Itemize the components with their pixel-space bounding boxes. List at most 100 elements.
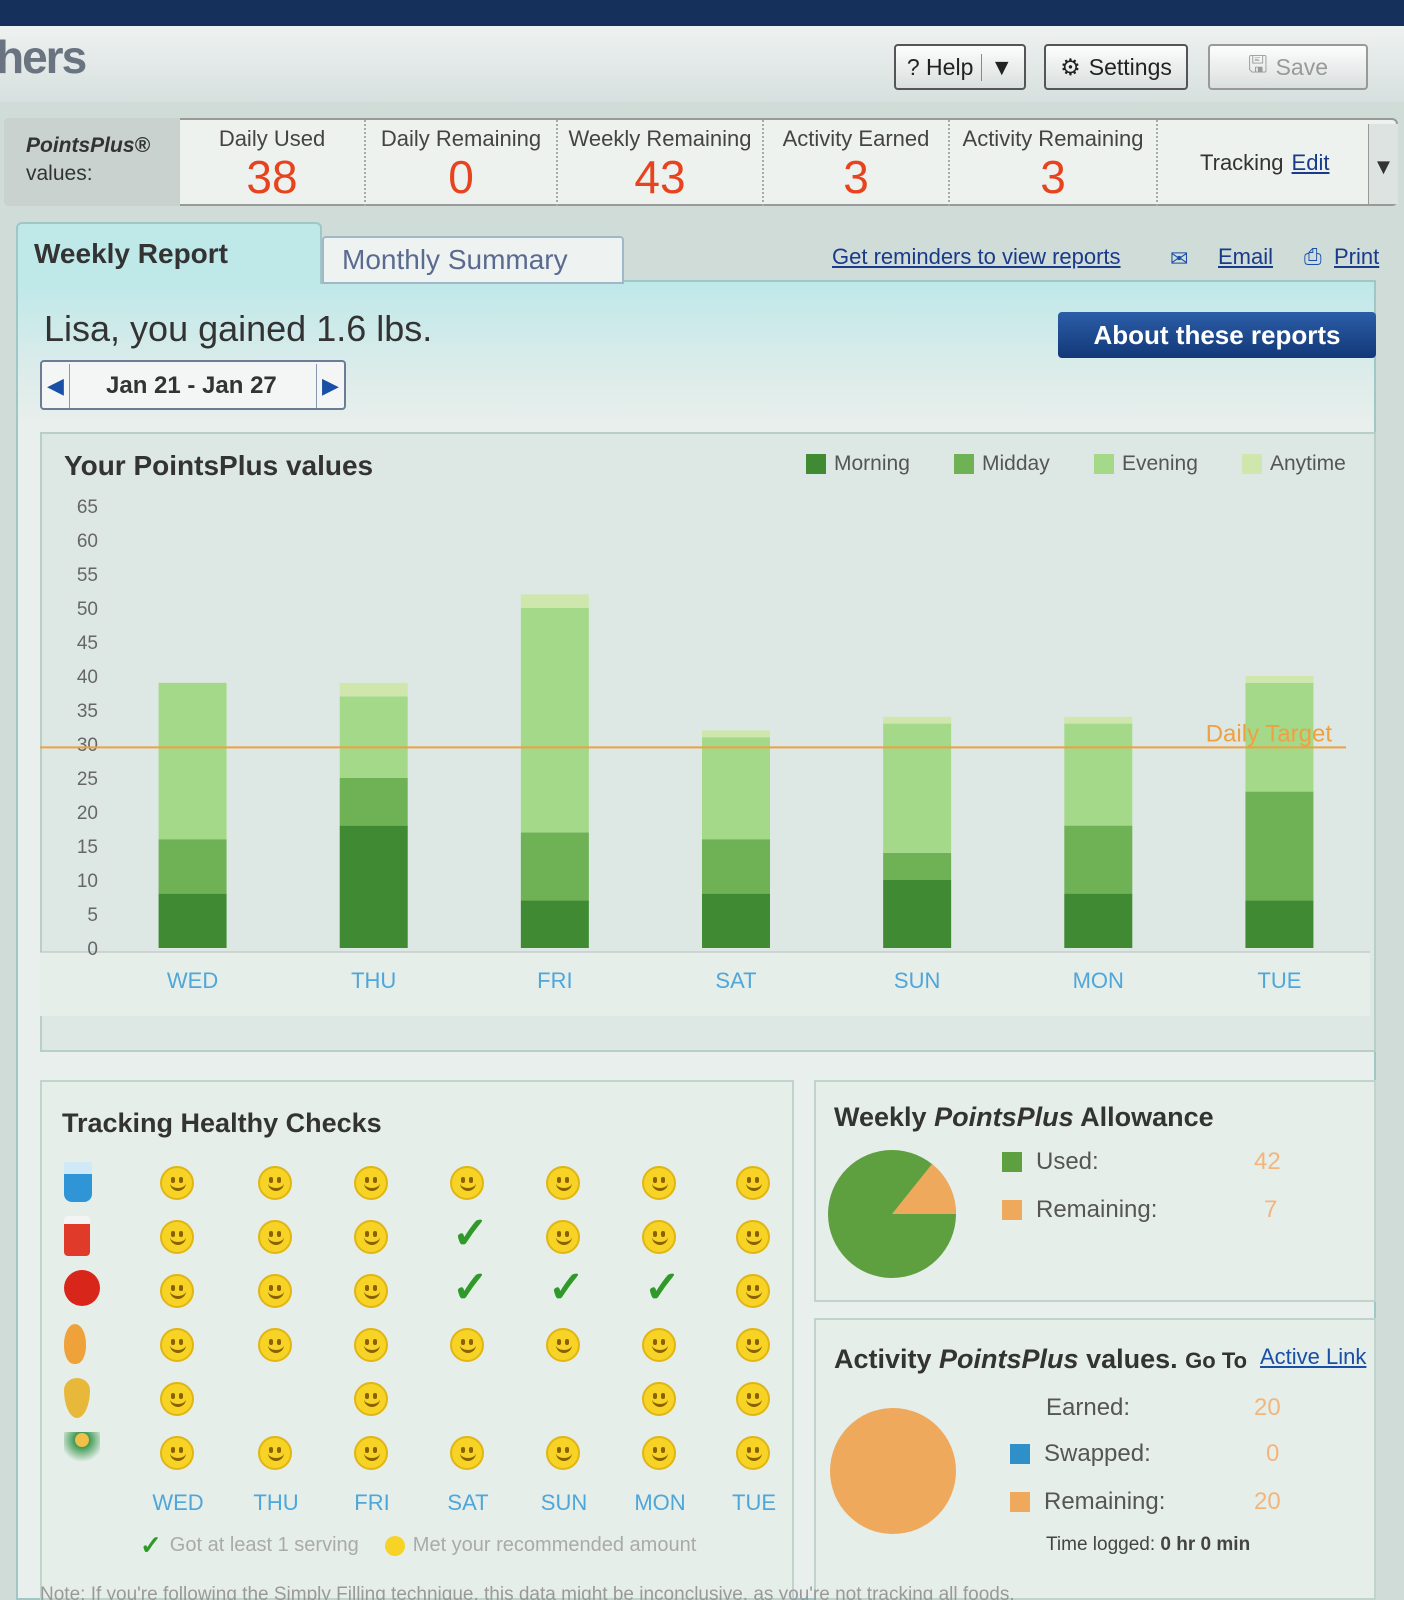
bar-segment-evening bbox=[702, 737, 770, 840]
tracking-label: Tracking bbox=[1200, 150, 1284, 175]
next-week-button[interactable]: ▶ bbox=[316, 364, 344, 408]
legend-label: Swapped: bbox=[1044, 1440, 1151, 1467]
smiley-icon bbox=[736, 1166, 770, 1200]
legend-label: Evening bbox=[1122, 452, 1198, 475]
y-tick-label: 45 bbox=[77, 633, 98, 654]
y-tick-label: 65 bbox=[77, 497, 98, 518]
healthy-checks-day-label: FRI bbox=[354, 1490, 390, 1515]
allowance-remaining-value: 7 bbox=[1264, 1196, 1278, 1223]
weekly-allowance-title: Weekly PointsPlus Allowance bbox=[834, 1102, 1214, 1133]
bar-segment-evening bbox=[1245, 682, 1314, 792]
previous-week-button[interactable]: ◀ bbox=[42, 364, 70, 408]
allowance-used-row: Used: bbox=[1002, 1148, 1099, 1176]
vegetable-icon bbox=[64, 1324, 86, 1364]
points-summary-bar bbox=[4, 118, 1398, 206]
checkmark-icon: ✓ bbox=[644, 1263, 681, 1312]
legend-swatch bbox=[954, 454, 974, 474]
stat-label: Daily Remaining bbox=[380, 126, 542, 151]
y-tick-label: 50 bbox=[77, 599, 98, 620]
legend-label: Remaining: bbox=[1036, 1196, 1158, 1223]
active-link[interactable]: Active Link bbox=[1260, 1344, 1367, 1369]
tab-weekly-report[interactable]: Weekly Report bbox=[16, 222, 322, 284]
help-button[interactable]: ? Help ▼ bbox=[894, 44, 1026, 90]
smiley-icon bbox=[160, 1382, 194, 1416]
bar-segment-morning bbox=[1064, 893, 1133, 948]
legend-swatch bbox=[1002, 1152, 1022, 1172]
smiley-icon bbox=[258, 1274, 292, 1308]
dairy-icon bbox=[64, 1216, 90, 1256]
x-tick-label: SAT bbox=[715, 968, 756, 993]
y-tick-label: 35 bbox=[77, 701, 98, 722]
bar-segment-anytime bbox=[1064, 716, 1133, 724]
smiley-icon bbox=[642, 1382, 676, 1416]
y-tick-label: 30 bbox=[77, 735, 98, 756]
y-tick-label: 40 bbox=[77, 667, 98, 688]
go-to-label: Go To bbox=[1185, 1348, 1248, 1373]
x-axis-band bbox=[40, 952, 1370, 1016]
smiley-icon bbox=[450, 1166, 484, 1200]
bar-segment-morning bbox=[339, 825, 408, 948]
title-part: Weekly bbox=[834, 1102, 935, 1132]
legend-check-label: Got at least 1 serving bbox=[169, 1534, 359, 1556]
bar-segment-anytime bbox=[520, 594, 589, 608]
y-tick-label: 15 bbox=[77, 837, 98, 858]
legend-midday: Midday bbox=[954, 452, 1050, 476]
date-range-navigator: ◀ Jan 21 - Jan 27 ▶ bbox=[40, 360, 346, 410]
points-brand: PointsPlus® bbox=[26, 134, 150, 157]
y-tick-label: 60 bbox=[77, 531, 98, 552]
top-nav-band bbox=[0, 0, 1404, 26]
bar-segment-anytime bbox=[883, 716, 952, 724]
tracking-edit-link[interactable]: Edit bbox=[1291, 150, 1330, 175]
time-logged: Time logged: 0 hr 0 min bbox=[1046, 1534, 1250, 1556]
legend-smile-label: Met your recommended amount bbox=[412, 1534, 697, 1556]
smiley-icon bbox=[258, 1436, 292, 1470]
about-reports-button[interactable]: About these reports bbox=[1058, 312, 1376, 358]
arrow-right-icon: ▶ bbox=[322, 373, 339, 398]
y-tick-label: 5 bbox=[87, 905, 98, 926]
healthy-checks-day-label: SAT bbox=[447, 1490, 489, 1515]
x-tick-label: SUN bbox=[894, 968, 940, 993]
checkmark-icon: ✓ bbox=[548, 1263, 585, 1312]
legend-swatch bbox=[1010, 1444, 1030, 1464]
points-label: PointsPlus® values: bbox=[4, 118, 180, 206]
bar-segment-midday bbox=[158, 839, 227, 894]
smiley-icon bbox=[354, 1220, 388, 1254]
healthy-checks-day-label: TUE bbox=[732, 1490, 776, 1515]
stat-label: Activity Remaining bbox=[962, 126, 1144, 151]
smiley-icon bbox=[160, 1274, 194, 1308]
legend-label: Used: bbox=[1036, 1148, 1099, 1175]
stat-label: Daily Used bbox=[218, 126, 326, 151]
fruit-icon bbox=[64, 1270, 100, 1306]
healthy-checks-panel bbox=[40, 1080, 794, 1600]
x-tick-label: THU bbox=[351, 968, 396, 993]
settings-button[interactable]: ⚙ Settings bbox=[1044, 44, 1188, 90]
bar-segment-morning bbox=[1245, 900, 1314, 948]
bar-segment-midday bbox=[339, 778, 408, 826]
smiley-icon bbox=[258, 1220, 292, 1254]
time-logged-value: 0 hr 0 min bbox=[1160, 1534, 1251, 1555]
tracking-dropdown-toggle[interactable]: ▼ bbox=[1368, 124, 1398, 204]
smiley-icon bbox=[736, 1274, 770, 1308]
smiley-icon bbox=[160, 1220, 194, 1254]
stat-value: 3 bbox=[843, 151, 869, 203]
stat-activity-remaining: Activity Remaining 3 bbox=[950, 120, 1158, 206]
legend-swatch bbox=[806, 454, 826, 474]
water-icon bbox=[64, 1162, 92, 1202]
save-button[interactable]: 🖫 Save bbox=[1208, 44, 1368, 90]
email-link[interactable]: Email bbox=[1218, 244, 1274, 269]
smiley-icon bbox=[354, 1274, 388, 1308]
bar-segment-evening bbox=[1064, 723, 1133, 826]
x-tick-label: FRI bbox=[537, 968, 572, 993]
smiley-icon bbox=[258, 1166, 292, 1200]
stat-daily-used: Daily Used 38 bbox=[180, 120, 366, 206]
smiley-icon bbox=[354, 1328, 388, 1362]
checkmark-icon: ✓ bbox=[452, 1209, 489, 1258]
print-link[interactable]: Print bbox=[1334, 244, 1380, 269]
activity-swapped-value: 0 bbox=[1266, 1440, 1280, 1467]
legend-evening: Evening bbox=[1094, 452, 1198, 476]
y-tick-label: 10 bbox=[77, 871, 98, 892]
activity-swapped-row: Swapped: bbox=[1010, 1440, 1151, 1468]
stat-label: Weekly Remaining bbox=[568, 126, 752, 151]
reminders-link[interactable]: Get reminders to view reports bbox=[832, 244, 1121, 269]
tab-monthly-summary[interactable]: Monthly Summary bbox=[322, 236, 624, 284]
